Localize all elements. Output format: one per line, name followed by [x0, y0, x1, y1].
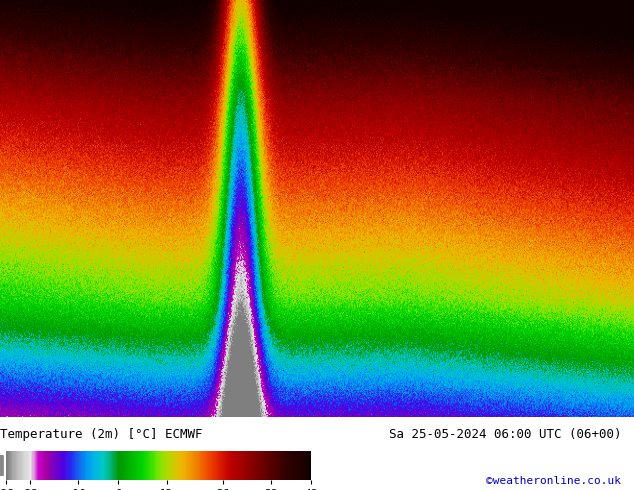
Text: Sa 25-05-2024 06:00 UTC (06+00): Sa 25-05-2024 06:00 UTC (06+00) [389, 427, 621, 441]
Text: Temperature (2m) [°C] ECMWF: Temperature (2m) [°C] ECMWF [0, 427, 202, 441]
Text: ©weatheronline.co.uk: ©weatheronline.co.uk [486, 476, 621, 486]
